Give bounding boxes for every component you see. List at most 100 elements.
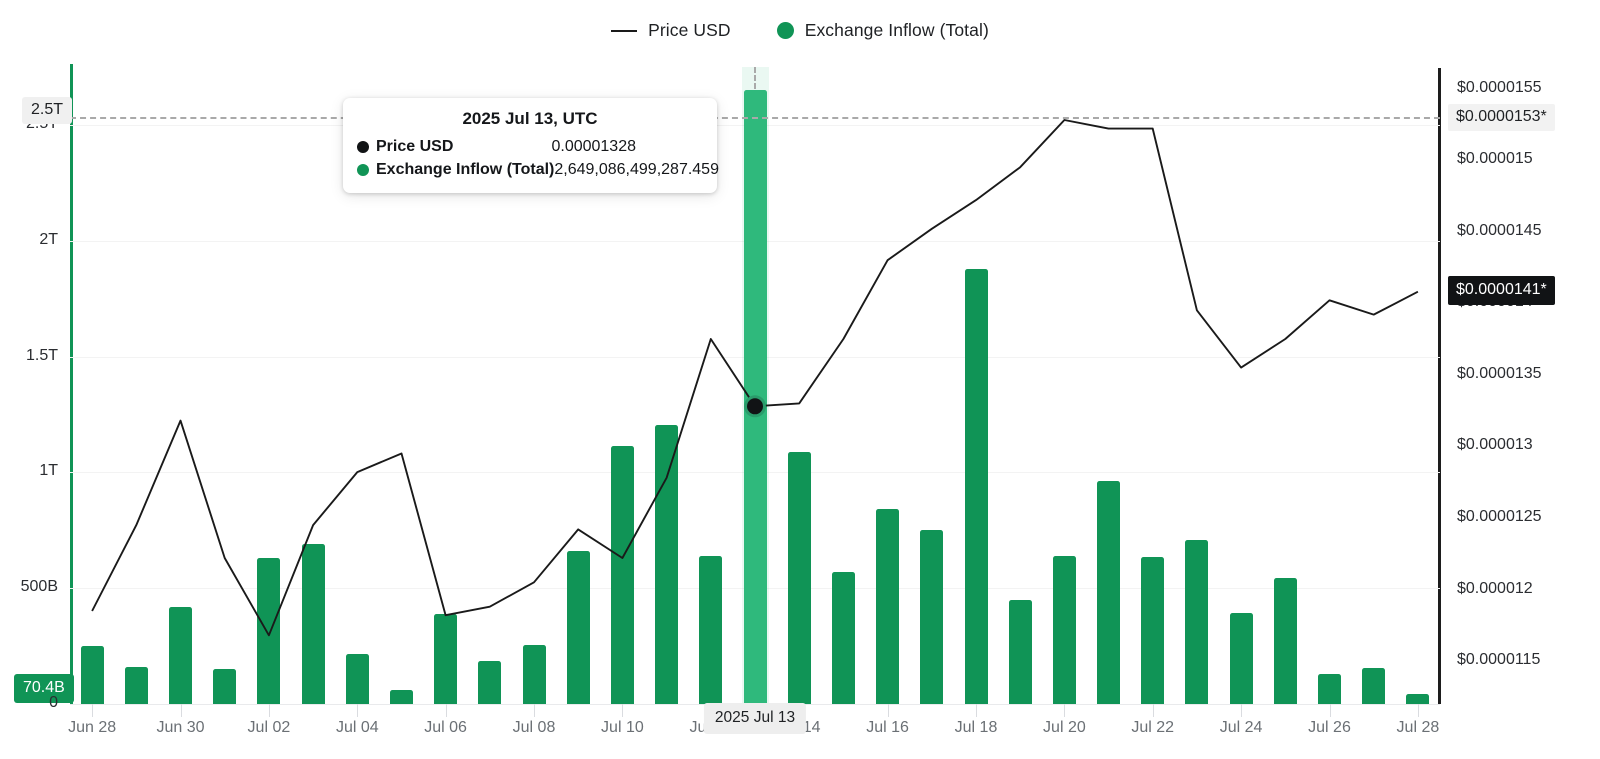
right-axis-tick-$0.0000145: $0.0000145: [1457, 221, 1542, 239]
legend-label-price-usd: Price USD: [648, 20, 731, 40]
right-axis-tick-$0.000015: $0.000015: [1457, 150, 1533, 167]
tooltip-row-price: Price USD 0.00001328: [357, 136, 703, 159]
x-axis-label-Jul-24: Jul 24: [1219, 719, 1263, 736]
tooltip-dot-price: [357, 141, 369, 154]
bar-Jul-27[interactable]: [1362, 668, 1386, 704]
right-axis-tick-$0.000012: $0.000012: [1457, 579, 1533, 597]
left-axis-tick-2T: 2T: [39, 230, 58, 248]
tooltip-value-price: 0.00001328: [551, 138, 636, 155]
right-axis-line: [1438, 68, 1441, 704]
right-axis-tick-$0.0000135: $0.0000135: [1457, 364, 1542, 382]
x-axis-label-Jul-26: Jul 26: [1308, 719, 1351, 736]
x-axis-label-Jul-08: Jul 08: [512, 719, 556, 736]
crosshair-vertical: [754, 67, 756, 90]
x-axis-label-Jul-04: Jul 04: [335, 719, 379, 736]
legend-item-price-usd[interactable]: Price USD: [611, 20, 731, 41]
bar-Jul-02[interactable]: [257, 558, 281, 704]
left-axis-tick-1.5T: 1.5T: [25, 346, 58, 364]
bar-Jun-30[interactable]: [169, 606, 192, 704]
legend-item-exchange-inflow[interactable]: Exchange Inflow (Total): [776, 20, 989, 41]
x-axis-label-Jul-06: Jul 06: [424, 719, 467, 736]
left-axis-highlight-badge: 2.5T: [22, 96, 73, 124]
x-axis-label-Jun-30: Jun 30: [156, 719, 205, 736]
bar-Jul-28[interactable]: [1406, 693, 1430, 704]
left-axis-line: [70, 64, 73, 705]
bar-Jul-06[interactable]: [434, 613, 458, 704]
bar-Jul-22[interactable]: [1141, 556, 1165, 704]
left-axis-zero-label: 0: [49, 694, 58, 711]
x-tick-mark: [976, 704, 977, 717]
x-axis-label-Jun-28: Jun 28: [68, 719, 117, 736]
left-axis-tick-1T: 1T: [39, 462, 58, 480]
x-tick-mark: [1417, 704, 1419, 717]
bar-Jul-11[interactable]: [655, 424, 679, 704]
tooltip-title: 2025 Jul 13, UTC: [462, 109, 598, 128]
chart-tooltip: 2025 Jul 13, UTC Price USD 0.00001328 Ex…: [343, 98, 719, 194]
x-tick-mark: [1329, 704, 1331, 717]
right-axis-highlight-badge: $0.0000153*: [1448, 104, 1555, 132]
right-axis-tick-$0.0000155: $0.0000155: [1457, 78, 1542, 96]
price-line-path: [91, 119, 1419, 637]
bar-Jul-10[interactable]: [610, 445, 634, 704]
bar-Jul-23[interactable]: [1185, 539, 1209, 704]
bar-Jun-28[interactable]: [80, 646, 104, 704]
chart-legend: Price USD Exchange Inflow (Total): [0, 20, 1600, 41]
line-marker-icon: [611, 29, 638, 32]
x-tick-mark: [887, 704, 889, 717]
left-axis-tick-500B: 500B: [20, 578, 58, 596]
x-axis-label-Jul-28: Jul 28: [1396, 719, 1440, 736]
legend-label-exchange-inflow: Exchange Inflow (Total): [804, 20, 989, 40]
right-axis-tick-$0.0000125: $0.0000125: [1457, 507, 1542, 525]
crosshair-horizontal: [70, 117, 1440, 120]
plot-area[interactable]: [70, 67, 1440, 704]
bar-Jul-03[interactable]: [301, 544, 325, 704]
bar-Jul-17[interactable]: [920, 530, 944, 704]
x-tick-mark: [1152, 704, 1154, 717]
bar-Jul-21[interactable]: [1097, 480, 1120, 704]
tooltip-name-inflow: Exchange Inflow (Total): [376, 160, 555, 178]
bar-Jul-18[interactable]: [964, 268, 988, 704]
x-axis-label-Jul-10: Jul 10: [601, 719, 644, 736]
bar-Jul-14[interactable]: [787, 451, 811, 704]
bar-Jul-19[interactable]: [1008, 599, 1032, 704]
right-axis-tick-$0.0000115: $0.0000115: [1457, 651, 1541, 669]
bar-series[interactable]: [70, 67, 1440, 704]
x-tick-mark: [1241, 704, 1243, 717]
bar-Jul-26[interactable]: [1318, 673, 1341, 704]
x-axis-label-Jul-18: Jul 18: [954, 719, 998, 736]
bar-Jun-29[interactable]: [124, 666, 148, 704]
x-axis-label-Jul-02: Jul 02: [247, 719, 291, 736]
bar-Jul-08[interactable]: [522, 644, 546, 704]
right-axis-value-badge: $0.0000141*: [1448, 275, 1555, 305]
x-axis-hover-badge: 2025 Jul 13: [703, 703, 807, 734]
tooltip-dot-inflow: [357, 164, 369, 177]
x-tick-mark: [1064, 704, 1066, 717]
bar-Jul-07[interactable]: [478, 661, 502, 704]
right-axis-tick-$0.000013: $0.000013: [1457, 436, 1533, 454]
tooltip-name-price: Price USD: [376, 138, 454, 155]
x-tick-mark: [180, 704, 182, 717]
bar-Jul-25[interactable]: [1273, 577, 1297, 704]
x-tick-mark: [622, 704, 624, 717]
x-tick-mark: [92, 704, 94, 717]
bar-Jul-24[interactable]: [1229, 612, 1253, 704]
x-axis-label-Jul-20: Jul 20: [1043, 719, 1086, 736]
bar-Jul-16[interactable]: [876, 509, 900, 704]
bar-Jul-04[interactable]: [345, 654, 369, 704]
tooltip-value-inflow: 2,649,086,499,287.459: [554, 160, 719, 178]
price-line-series: [91, 119, 1419, 637]
bar-Jul-20[interactable]: [1052, 555, 1076, 704]
price-marker-dot[interactable]: [747, 398, 763, 415]
x-tick-mark: [268, 704, 270, 717]
bar-Jul-01[interactable]: [213, 669, 237, 704]
x-tick-mark: [357, 704, 359, 717]
bar-Jul-12[interactable]: [699, 555, 723, 704]
bar-Jul-09[interactable]: [566, 551, 590, 704]
x-axis-label-Jul-22: Jul 22: [1131, 719, 1175, 736]
bar-Jul-05[interactable]: [390, 690, 413, 704]
x-tick-mark: [445, 704, 447, 717]
bar-Jul-15[interactable]: [831, 572, 855, 704]
tooltip-row-inflow: Exchange Inflow (Total) 2,649,086,499,28…: [357, 159, 719, 182]
dot-marker-icon: [776, 22, 794, 39]
